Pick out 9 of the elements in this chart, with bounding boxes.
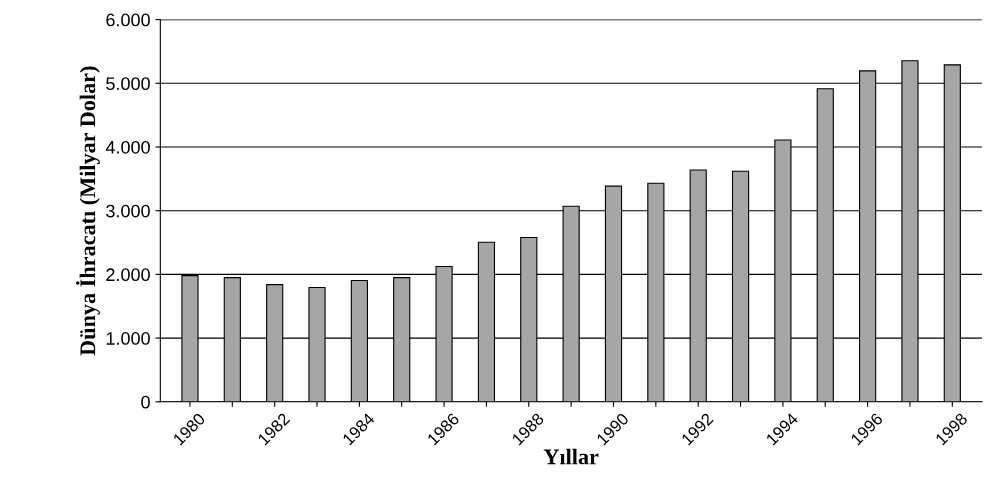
y-axis-title: Dünya İhracatı (Milyar Dolar): [76, 66, 100, 356]
y-tick-label: 6.000: [106, 13, 150, 27]
y-tick-label: 4.000: [105, 140, 150, 154]
y-tick-label: 2.000: [106, 268, 150, 282]
x-axis-title: Yıllar: [543, 448, 599, 465]
y-tick-label: 5.000: [106, 77, 150, 91]
y-tick-label: 3.000: [106, 204, 150, 218]
y-tick-label: 1.000: [106, 332, 150, 345]
y-tick-label: 0: [141, 395, 150, 409]
